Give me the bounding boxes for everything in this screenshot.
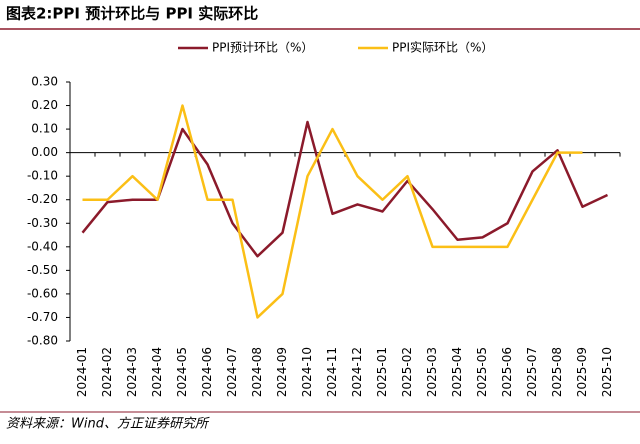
y-tick-label: -0.70 [27, 310, 58, 324]
x-tick-label: 2025-05 [475, 347, 489, 397]
x-tick-label: 2025-07 [525, 347, 539, 397]
y-tick-label: -0.50 [27, 263, 58, 277]
x-tick-label: 2025-01 [375, 347, 389, 397]
legend-label: PPI实际环比（%） [392, 40, 493, 55]
x-tick-label: 2024-07 [225, 347, 239, 397]
y-tick-label: -0.10 [27, 169, 58, 183]
x-tick-label: 2024-02 [100, 347, 114, 397]
y-tick-label: 0.10 [31, 122, 58, 136]
x-tick-label: 2025-04 [450, 347, 464, 397]
x-tick-label: 2024-03 [125, 347, 139, 397]
y-tick-label: -0.80 [27, 334, 58, 348]
x-tick-label: 2024-08 [250, 347, 264, 397]
series-line [82, 104, 583, 319]
x-tick-label: 2024-01 [75, 347, 89, 397]
y-tick-label: 0.00 [31, 145, 58, 159]
y-tick-label: -0.20 [27, 192, 58, 206]
x-tick-label: 2025-09 [575, 347, 589, 397]
x-tick-label: 2024-12 [350, 347, 364, 397]
x-tick-label: 2024-05 [175, 347, 189, 397]
x-tick-label: 2025-06 [500, 347, 514, 397]
x-tick-label: 2024-04 [150, 347, 164, 397]
x-tick-label: 2025-08 [550, 347, 564, 397]
y-tick-label: -0.60 [27, 286, 58, 300]
x-tick-label: 2024-06 [200, 347, 214, 397]
x-tick-label: 2024-09 [275, 347, 289, 397]
x-tick-label: 2025-10 [600, 347, 614, 397]
x-tick-label: 2025-03 [425, 347, 439, 397]
x-tick-label: 2024-11 [325, 347, 339, 397]
series-line [81, 120, 609, 258]
y-tick-label: 0.20 [31, 98, 58, 112]
y-tick-label: -0.30 [27, 216, 58, 230]
y-tick-label: -0.40 [27, 239, 58, 253]
source-note: 资料来源：Wind、方正证券研究所 [6, 416, 210, 432]
y-tick-label: 0.30 [31, 75, 58, 89]
legend-label: PPI预计环比（%） [212, 41, 313, 55]
x-tick-label: 2025-02 [400, 347, 414, 397]
x-tick-label: 2024-10 [300, 347, 314, 397]
chart-title: 图表2:PPI 预计环比与 PPI 实际环比 [6, 5, 258, 23]
